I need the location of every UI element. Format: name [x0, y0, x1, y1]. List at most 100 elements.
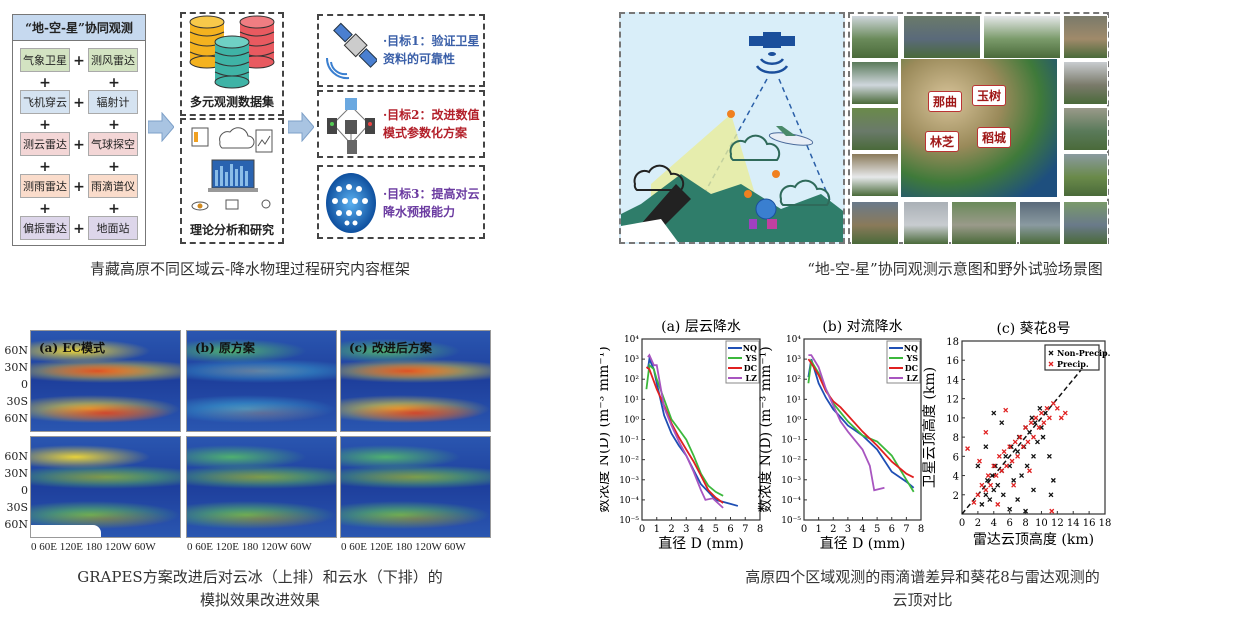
- x-tick-label: 2: [668, 524, 674, 535]
- scatter-point-non-precip: [1011, 477, 1017, 483]
- scatter-point-non-precip: [1032, 420, 1038, 426]
- scatter-point-precip: [1012, 439, 1018, 445]
- latitude-label: 60N: [4, 344, 28, 357]
- y-tick-label: 10⁻⁴: [781, 496, 801, 506]
- scatter-point-non-precip: [1048, 492, 1054, 498]
- x-tick-label: 1: [654, 524, 660, 535]
- site-label-yushu: 玉树: [972, 85, 1007, 106]
- scatter-point-precip: [1058, 415, 1064, 421]
- series-line-lz: [808, 354, 885, 492]
- legend-box: [1044, 344, 1100, 371]
- map-panel-label: (b) 原方案: [195, 341, 255, 355]
- legend-label: Precip.: [1057, 359, 1089, 369]
- observation-method-item: 雨滴谱仪: [88, 174, 138, 198]
- plus-sign: +: [108, 117, 120, 133]
- x-tick-label: 8: [757, 524, 763, 535]
- observation-method-item: 气象卫星: [20, 48, 70, 72]
- scatter-point-non-precip: [991, 487, 997, 493]
- scatter-point-precip: [1020, 444, 1026, 450]
- scatter-point-non-precip: [1015, 449, 1021, 454]
- y-tick-label: 10: [946, 414, 959, 425]
- antarctica-mask: [31, 525, 101, 537]
- chart-title: (c) 葵花8号: [996, 321, 1070, 337]
- scatter-point-non-precip: [1024, 463, 1030, 469]
- scatter-point-non-precip: [1019, 473, 1025, 479]
- y-tick-label: 10⁻²: [619, 456, 639, 466]
- observation-method-item: 偏振雷达: [20, 216, 70, 240]
- scatter-point-non-precip: [1008, 444, 1014, 450]
- scatter-point-precip: [1009, 458, 1015, 464]
- y-axis-label: 卫星云顶高度 (km): [921, 367, 938, 488]
- x-tick-label: 12: [1051, 518, 1064, 529]
- scatter-point-precip: [977, 458, 982, 464]
- x-tick-label: 6: [1006, 518, 1012, 529]
- weather-forecast-globe-icon: [326, 173, 376, 233]
- scatter-point-non-precip: [1000, 492, 1006, 498]
- y-tick-label: 12: [946, 395, 959, 406]
- latitude-label: 60N: [4, 450, 28, 463]
- plus-sign: +: [73, 221, 85, 237]
- plus-sign: +: [108, 159, 120, 175]
- series-line-ys: [645, 363, 724, 497]
- scatter-point-precip: [983, 429, 989, 435]
- scatter-point-precip: [983, 487, 989, 493]
- y-tick-label: 10⁻⁴: [619, 496, 639, 506]
- latitude-label: 0: [21, 484, 28, 497]
- scatter-point-precip: [1033, 415, 1039, 421]
- x-tick-label: 5: [874, 524, 880, 535]
- legend-label: NQ: [904, 343, 918, 353]
- plus-sign: +: [39, 117, 51, 133]
- scatter-point-precip: [1007, 444, 1013, 450]
- scatter-point-non-precip: [975, 463, 981, 469]
- y-tick-label: 6: [953, 452, 959, 463]
- plus-sign: +: [73, 53, 85, 69]
- x-tick-label: 4: [698, 524, 704, 535]
- map-panel-label: (a) EC模式: [39, 341, 106, 355]
- scatter-point-precip: [1011, 482, 1017, 488]
- scatter-point-non-precip: [1003, 453, 1009, 459]
- x-tick-label: 3: [683, 524, 689, 535]
- field-experiment-photo: [1063, 153, 1108, 197]
- observation-method-item: 测雨雷达: [20, 174, 70, 198]
- scatter-point-non-precip: [992, 463, 998, 469]
- scatter-point-precip: [1004, 463, 1009, 469]
- plot-frame: [641, 338, 761, 521]
- legend-label: Non-Precip.: [1057, 348, 1111, 358]
- scatter-point-non-precip: [995, 482, 1001, 488]
- goal-2-text: ·目标2：改进数值 模式参数化方案: [383, 108, 480, 140]
- legend-label: DC: [905, 363, 918, 373]
- observation-method-item: 辐射计: [88, 90, 138, 114]
- field-experiment-photo: [903, 15, 981, 59]
- database-icon: [189, 15, 275, 89]
- y-tick-label: 10²: [786, 375, 801, 385]
- scatter-point-precip: [1049, 508, 1055, 514]
- legend-marker: [1048, 350, 1054, 356]
- goal-1-box: ·目标1：验证卫星 资料的可靠性: [317, 14, 485, 87]
- x-tick-label: 0: [959, 518, 965, 529]
- series-line-lz: [647, 353, 724, 509]
- y-tick-label: 10¹: [786, 395, 801, 405]
- x-tick-label: 5: [713, 524, 719, 535]
- plus-sign: +: [73, 179, 85, 195]
- scatter-point-precip: [971, 500, 977, 505]
- scatter-point-non-precip: [1042, 410, 1048, 416]
- scatter-point-precip: [1003, 407, 1009, 413]
- field-experiment-photo: [851, 107, 899, 151]
- maps-caption-line2: 模拟效果改进效果: [199, 591, 320, 609]
- x-tick-label: 6: [727, 524, 733, 535]
- scatter-point-non-precip: [1029, 415, 1035, 421]
- y-tick-label: 10⁻¹: [619, 436, 639, 446]
- maps-caption-line1: GRAPES方案改进后对云冰（上排）和云水（下排）的: [77, 568, 443, 586]
- x-tick-label: 7: [742, 524, 748, 535]
- legend-label: DC: [744, 363, 757, 373]
- field-experiment-photo: [1019, 201, 1061, 245]
- x-axis-label: 直径 D (mm): [658, 535, 744, 552]
- x-tick-label: 7: [903, 524, 909, 535]
- y-tick-label: 10⁴: [786, 335, 801, 345]
- y-tick-label: 10²: [624, 375, 639, 385]
- scatter-point-non-precip: [1040, 434, 1046, 440]
- latitude-label: 0: [21, 378, 28, 391]
- scatter-point-precip: [995, 501, 1001, 507]
- field-experiment-photo: [851, 61, 899, 105]
